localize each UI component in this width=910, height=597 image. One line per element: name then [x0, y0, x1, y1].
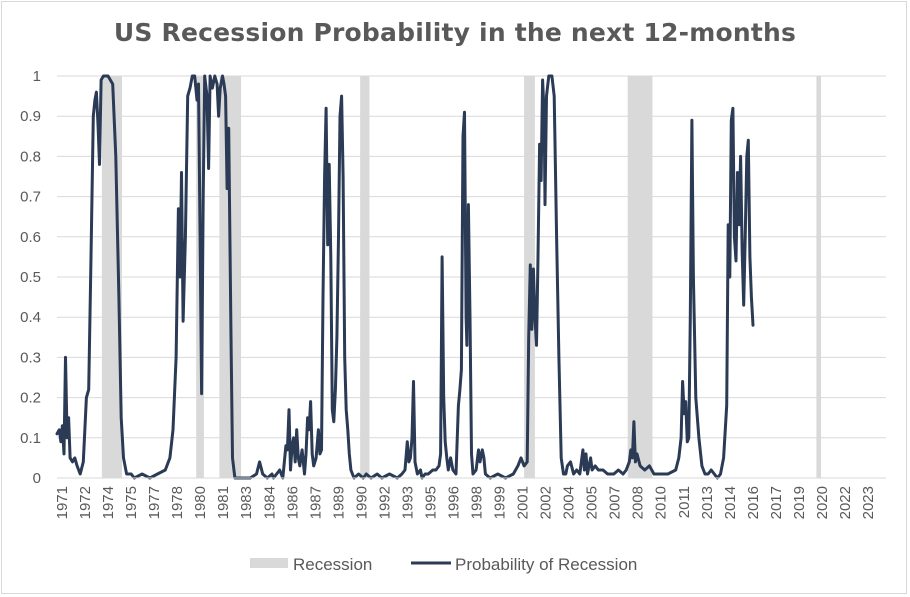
x-tick-label: 1984 — [261, 486, 278, 519]
chart-title: US Recession Probability in the next 12-… — [113, 18, 797, 47]
x-tick-label: 1977 — [146, 486, 163, 519]
x-tick-label: 2007 — [607, 486, 624, 519]
x-tick-label: 2011 — [676, 486, 693, 518]
x-tick-label: 2005 — [584, 486, 601, 519]
x-tick-label: 2016 — [745, 486, 762, 519]
x-tick-label: 2008 — [630, 486, 647, 519]
x-tick-label: 2004 — [561, 486, 578, 519]
y-tick-label: 0.6 — [20, 229, 41, 246]
x-tick-label: 1992 — [376, 486, 393, 519]
recession-band — [816, 76, 822, 478]
recession-band — [360, 76, 370, 478]
x-tick-label: 2014 — [722, 486, 739, 519]
y-tick-label: 0.7 — [20, 189, 41, 206]
x-tick-label: 1998 — [469, 486, 486, 519]
axes: 0 0.1 0.2 0.3 0.4 0.5 0.6 0.7 0.8 0.9 1 1971 1972 197… — [20, 68, 886, 519]
y-tick-label: 0.1 — [20, 430, 41, 447]
x-tick-label: 1980 — [192, 486, 209, 519]
x-tick-label: 2020 — [814, 486, 831, 519]
x-tick-label: 1999 — [492, 486, 509, 519]
probability-series — [55, 74, 755, 480]
x-tick-label: 2002 — [538, 486, 555, 519]
x-tick-label: 2022 — [837, 486, 854, 519]
y-tick-label: 0.5 — [20, 269, 41, 286]
legend-label-probability: Probability of Recession — [455, 555, 637, 574]
x-tick-label: 2001 — [515, 486, 532, 519]
y-tick-label: 0.9 — [20, 108, 41, 125]
legend-label-recession: Recession — [293, 555, 372, 574]
legend-swatch-recession — [250, 558, 288, 568]
x-tick-label: 1996 — [446, 486, 463, 519]
y-tick-label: 0.3 — [20, 349, 41, 366]
x-tick-label: 1993 — [399, 486, 416, 519]
recession-band — [627, 76, 653, 478]
x-tick-label: 1981 — [215, 486, 232, 519]
y-tick-label: 0.4 — [20, 309, 41, 326]
x-tick-label: 2013 — [699, 486, 716, 519]
x-tick-label: 2023 — [860, 486, 877, 519]
x-tick-label: 1990 — [353, 486, 370, 519]
x-tick-label: 1983 — [238, 486, 255, 519]
x-tick-label: 2019 — [791, 486, 808, 519]
legend: Recession Probability of Recession — [250, 555, 637, 574]
x-tick-label: 1971 — [54, 486, 71, 519]
x-tick-label: 1987 — [307, 486, 324, 519]
y-tick-label: 0 — [33, 470, 41, 487]
x-tick-label: 1989 — [330, 486, 347, 519]
x-tick-label: 1975 — [123, 486, 140, 519]
x-tick-label: 1986 — [284, 486, 301, 519]
probability-line — [55, 74, 755, 480]
x-tick-label: 1974 — [100, 486, 117, 519]
x-tick-label: 1972 — [77, 486, 94, 519]
x-tick-label: 1995 — [422, 486, 439, 519]
x-tick-label: 2017 — [768, 486, 785, 519]
y-tick-label: 0.2 — [20, 390, 41, 407]
y-tick-label: 1 — [33, 68, 41, 85]
x-tick-label: 2010 — [653, 486, 670, 519]
y-tick-label: 0.8 — [20, 148, 41, 165]
x-tick-label: 1978 — [169, 486, 186, 519]
